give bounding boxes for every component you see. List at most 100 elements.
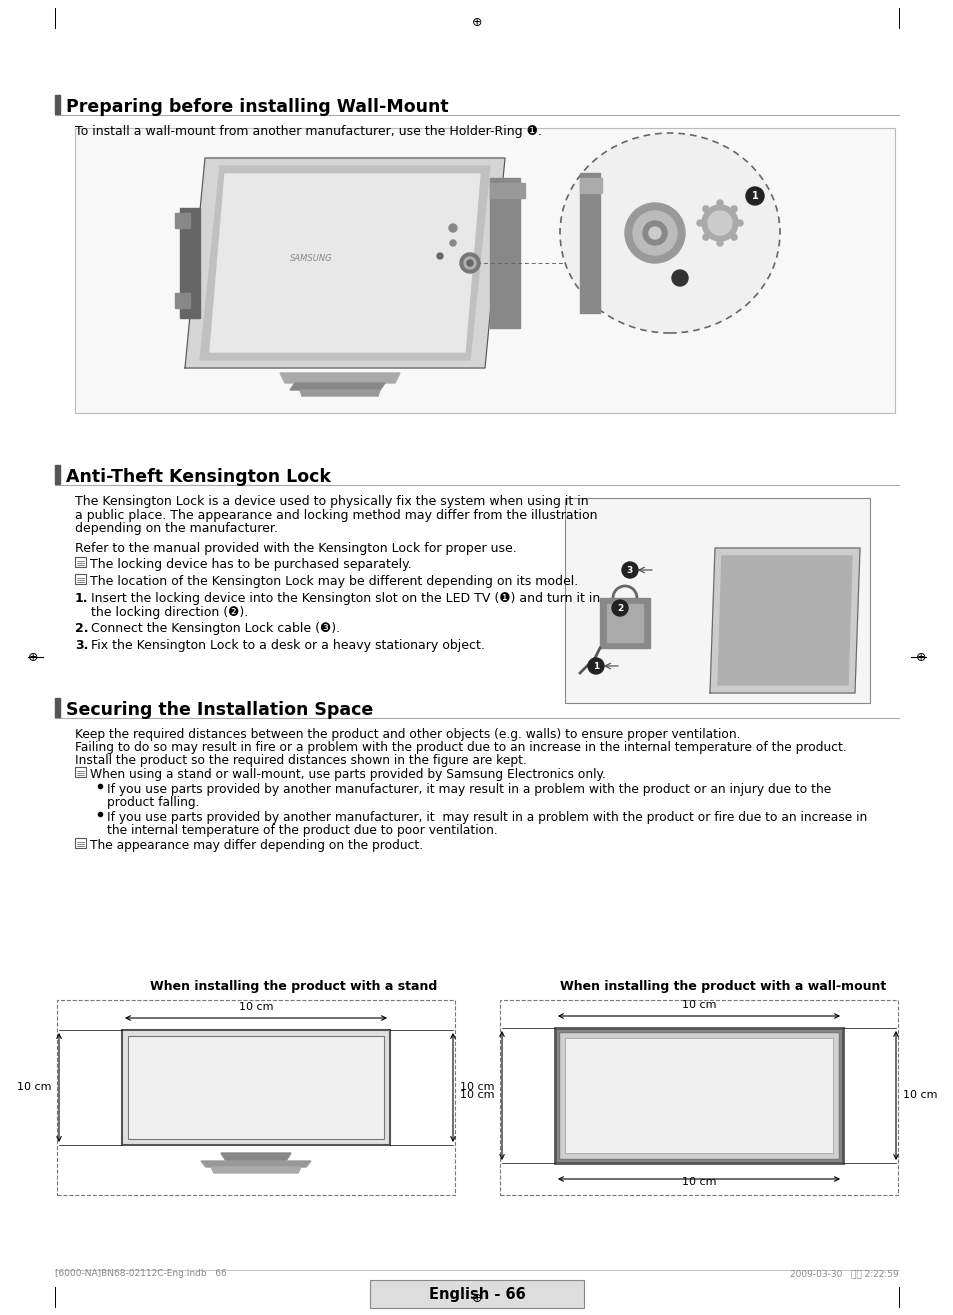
Text: 1: 1 xyxy=(751,191,758,201)
Text: Securing the Installation Space: Securing the Installation Space xyxy=(66,701,373,719)
Circle shape xyxy=(450,241,456,246)
Text: When installing the product with a stand: When installing the product with a stand xyxy=(150,980,436,993)
Bar xyxy=(75,838,86,848)
Circle shape xyxy=(449,224,456,231)
Ellipse shape xyxy=(559,133,780,333)
Circle shape xyxy=(612,600,627,615)
Circle shape xyxy=(621,562,638,579)
Text: product falling.: product falling. xyxy=(107,796,199,809)
Text: SAMSUNG: SAMSUNG xyxy=(290,254,333,263)
Circle shape xyxy=(737,220,742,226)
Text: ⊕: ⊕ xyxy=(471,16,482,29)
Bar xyxy=(57,999,455,1195)
Circle shape xyxy=(730,234,737,241)
Text: 1: 1 xyxy=(592,661,598,671)
Text: 3: 3 xyxy=(626,565,633,575)
Text: The Kensington Lock is a device used to physically fix the system when using it : The Kensington Lock is a device used to … xyxy=(75,494,588,508)
Text: the internal temperature of the product due to poor ventilation.: the internal temperature of the product … xyxy=(107,825,497,838)
Polygon shape xyxy=(174,293,190,308)
Text: The locking device has to be purchased separately.: The locking device has to be purchased s… xyxy=(90,558,412,571)
Circle shape xyxy=(624,203,684,263)
Circle shape xyxy=(463,256,476,270)
Polygon shape xyxy=(579,174,599,313)
Polygon shape xyxy=(579,178,601,193)
Text: When using a stand or wall-mount, use parts provided by Samsung Electronics only: When using a stand or wall-mount, use pa… xyxy=(90,768,605,781)
Polygon shape xyxy=(201,1161,311,1166)
Text: English - 66: English - 66 xyxy=(428,1286,525,1302)
Text: 10 cm: 10 cm xyxy=(681,999,716,1010)
Polygon shape xyxy=(210,174,479,352)
Polygon shape xyxy=(606,604,642,642)
Polygon shape xyxy=(221,1153,291,1161)
Text: 2009-03-30   오후 2:22:59: 2009-03-30 오후 2:22:59 xyxy=(789,1269,898,1278)
Bar xyxy=(564,498,869,704)
Polygon shape xyxy=(718,556,851,685)
Circle shape xyxy=(702,206,708,212)
Bar xyxy=(75,573,86,584)
Circle shape xyxy=(633,210,677,255)
Polygon shape xyxy=(290,383,385,391)
Circle shape xyxy=(436,252,442,259)
Text: To install a wall-mount from another manufacturer, use the Holder-Ring ❶.: To install a wall-mount from another man… xyxy=(75,125,541,138)
Text: The location of the Kensington Lock may be different depending on its model.: The location of the Kensington Lock may … xyxy=(90,575,578,588)
Circle shape xyxy=(745,187,763,205)
Text: Connect the Kensington Lock cable (❸).: Connect the Kensington Lock cable (❸). xyxy=(91,622,340,635)
Text: 3.: 3. xyxy=(75,639,89,651)
Text: ⊕: ⊕ xyxy=(915,651,925,664)
Bar xyxy=(55,95,60,114)
Polygon shape xyxy=(490,178,519,327)
Circle shape xyxy=(642,221,666,245)
Text: Preparing before installing Wall-Mount: Preparing before installing Wall-Mount xyxy=(66,99,448,116)
Bar xyxy=(122,1030,390,1145)
Circle shape xyxy=(697,220,702,226)
Polygon shape xyxy=(709,548,859,693)
Bar xyxy=(75,767,86,777)
Circle shape xyxy=(707,210,731,235)
Polygon shape xyxy=(200,166,490,360)
Polygon shape xyxy=(299,391,379,396)
Text: When installing the product with a wall-mount: When installing the product with a wall-… xyxy=(559,980,885,993)
Circle shape xyxy=(648,227,660,239)
Text: The appearance may differ depending on the product.: The appearance may differ depending on t… xyxy=(90,839,423,852)
Text: depending on the manufacturer.: depending on the manufacturer. xyxy=(75,522,277,535)
Bar xyxy=(75,558,86,567)
Circle shape xyxy=(717,200,722,206)
Bar xyxy=(499,999,897,1195)
Polygon shape xyxy=(185,158,504,368)
Text: Refer to the manual provided with the Kensington Lock for proper use.: Refer to the manual provided with the Ke… xyxy=(75,542,517,555)
Text: the locking direction (❷).: the locking direction (❷). xyxy=(91,605,248,618)
Circle shape xyxy=(587,658,603,675)
Circle shape xyxy=(701,205,738,241)
Polygon shape xyxy=(490,183,524,199)
Text: 1.: 1. xyxy=(75,592,89,605)
Text: Anti-Theft Kensington Lock: Anti-Theft Kensington Lock xyxy=(66,468,331,487)
Bar xyxy=(75,128,894,413)
Text: [6000-NA]BN68-02112C-Eng.indb   66: [6000-NA]BN68-02112C-Eng.indb 66 xyxy=(55,1269,227,1278)
Circle shape xyxy=(459,252,479,274)
Circle shape xyxy=(467,260,473,266)
Text: Install the product so the required distances shown in the figure are kept.: Install the product so the required dist… xyxy=(75,753,526,767)
Text: 2.: 2. xyxy=(75,622,89,635)
Bar xyxy=(55,698,60,717)
Bar xyxy=(55,466,60,484)
Text: 10 cm: 10 cm xyxy=(238,1002,273,1013)
Bar xyxy=(555,1028,842,1162)
Bar xyxy=(558,1032,838,1159)
Text: ⊕: ⊕ xyxy=(28,651,38,664)
Text: If you use parts provided by another manufacturer, it  may result in a problem w: If you use parts provided by another man… xyxy=(107,811,866,825)
Bar xyxy=(128,1036,384,1139)
Text: 10 cm: 10 cm xyxy=(459,1082,494,1093)
Text: Keep the required distances between the product and other objects (e.g. walls) t: Keep the required distances between the … xyxy=(75,729,740,740)
Text: ⊕: ⊕ xyxy=(471,1291,482,1304)
Polygon shape xyxy=(280,373,399,383)
Text: 10 cm: 10 cm xyxy=(460,1090,495,1101)
Circle shape xyxy=(702,234,708,241)
Text: Fix the Kensington Lock to a desk or a heavy stationary object.: Fix the Kensington Lock to a desk or a h… xyxy=(91,639,484,651)
Bar xyxy=(370,1279,583,1308)
Circle shape xyxy=(717,241,722,246)
Text: 2: 2 xyxy=(617,604,622,613)
Text: 10 cm: 10 cm xyxy=(681,1177,716,1187)
Bar xyxy=(564,1038,832,1153)
Polygon shape xyxy=(211,1166,301,1173)
Text: 10 cm: 10 cm xyxy=(902,1090,937,1101)
